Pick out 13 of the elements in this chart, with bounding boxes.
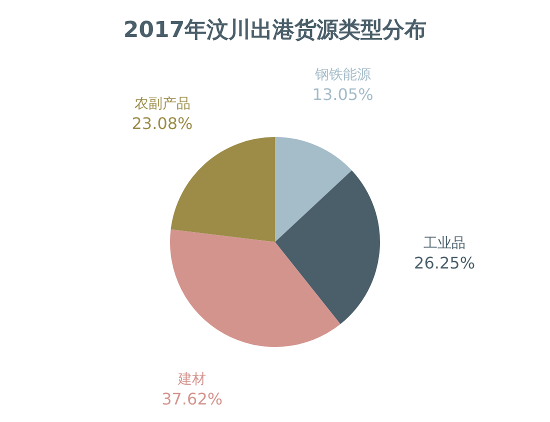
chart-title: 2017年汶川出港货源类型分布 [123,17,427,43]
pie-slice [170,229,340,347]
slice-label: 农副产品 [134,96,190,112]
data-label: 23.08% [132,114,193,133]
slice-label: 钢铁能源 [314,67,371,84]
slice-label: 工业品 [424,236,466,252]
pie-slice [170,137,275,242]
data-label: 26.25% [414,254,476,273]
data-label: 13.05% [312,85,374,104]
pie-slice [275,137,352,242]
pie-slice [275,170,380,324]
slice-label: 建材 [177,371,206,388]
data-label: 37.62% [162,389,223,408]
